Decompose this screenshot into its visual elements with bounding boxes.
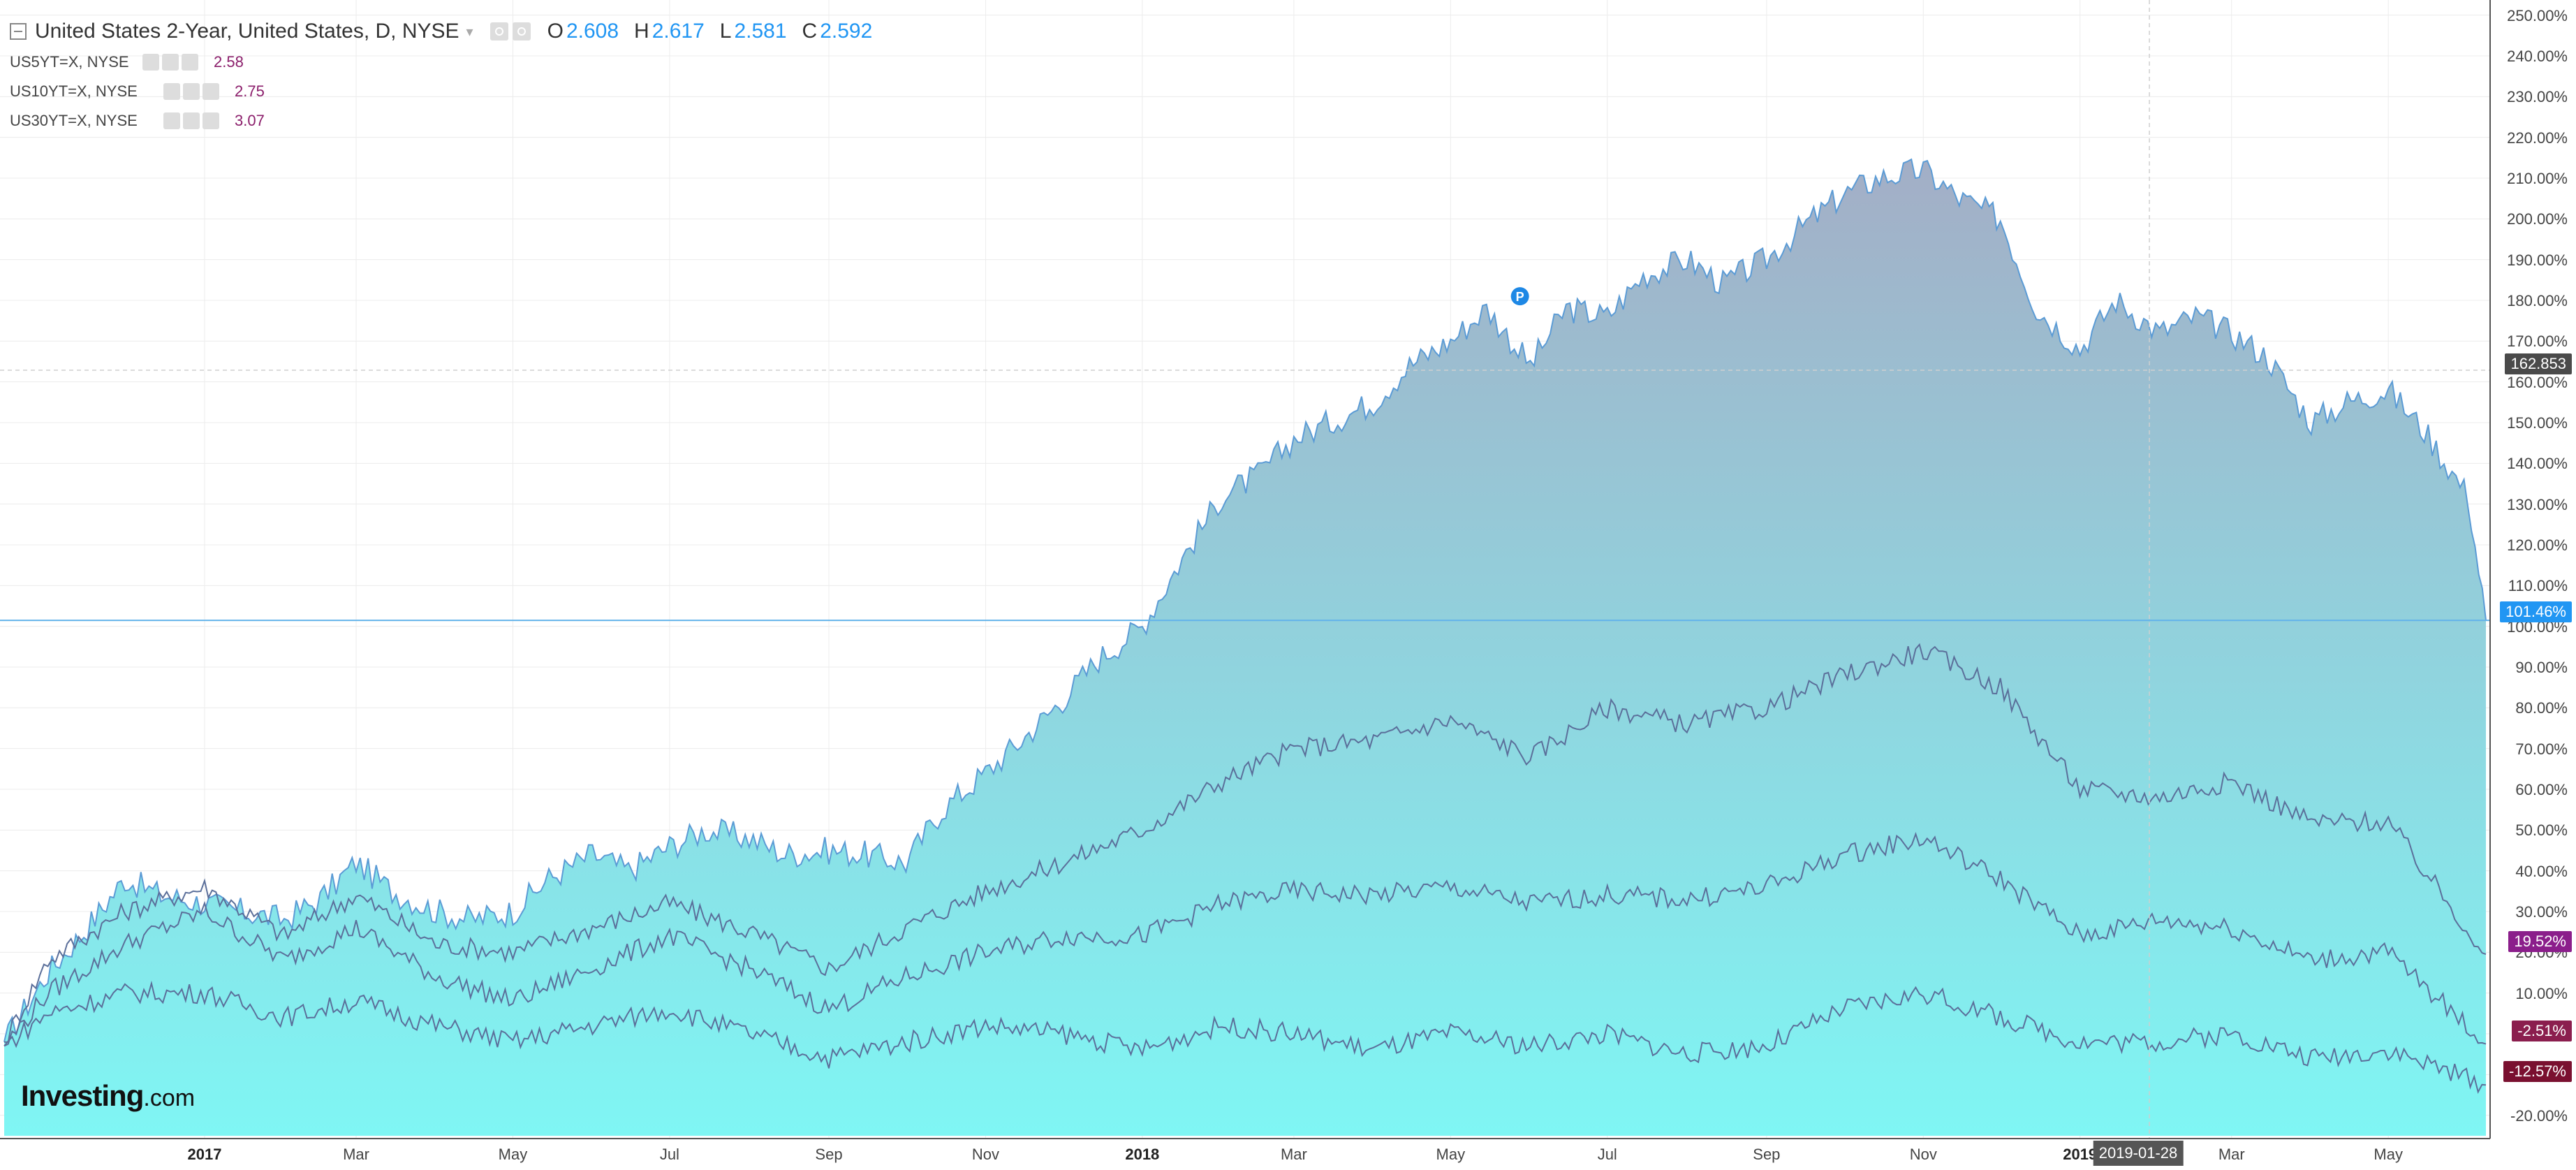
y-tick-label: 160.00% — [2507, 373, 2568, 391]
y-tick-label: 150.00% — [2507, 414, 2568, 432]
settings-icon[interactable] — [512, 22, 531, 41]
series-line-us30yt — [3, 980, 2487, 1095]
legend-row-us30: US30YT=X, NYSE 3.07 — [10, 106, 872, 136]
x-tick-label: May — [2373, 1146, 2403, 1163]
x-tick-label: Sep — [1753, 1146, 1781, 1163]
y-tick-label: -20.00% — [2510, 1106, 2568, 1125]
series-line-us10yt — [3, 832, 2487, 1047]
close-key: C — [802, 20, 818, 43]
x-tick-label: 2019 — [2063, 1146, 2098, 1163]
y-tick-label: 230.00% — [2507, 88, 2568, 106]
x-tick-label: May — [498, 1146, 528, 1163]
y-tick-label: 190.00% — [2507, 251, 2568, 269]
y-tick-label: 180.00% — [2507, 292, 2568, 309]
low-key: L — [719, 20, 732, 43]
close-icon[interactable] — [182, 54, 198, 71]
caret-down-icon[interactable]: ▾ — [466, 24, 473, 40]
hover-price-badge: 162.853 — [2505, 353, 2572, 374]
y-tick-label: 250.00% — [2507, 6, 2568, 24]
x-tick-label: Nov — [971, 1146, 999, 1163]
y-tick-label: 90.00% — [2515, 659, 2568, 676]
compare-lines — [3, 643, 2487, 1095]
y-tick-label: 50.00% — [2515, 821, 2568, 840]
series-area-us2 — [4, 159, 2486, 1136]
high-key: H — [634, 20, 649, 43]
legend-series-value: 2.75 — [235, 82, 265, 100]
y-tick-label: 30.00% — [2515, 903, 2568, 921]
main-area — [3, 158, 2487, 1136]
y-tick-label: 200.00% — [2507, 210, 2568, 228]
us10-price-badge: -2.51% — [2512, 1021, 2572, 1041]
series-line-us2 — [3, 158, 2487, 1042]
x-tick-label: 2018 — [1125, 1146, 1160, 1163]
x-tick-label: 2017 — [187, 1146, 222, 1163]
settings-icon[interactable] — [162, 54, 179, 71]
main-series-title: United States 2-Year, United States, D, … — [35, 20, 459, 43]
chart-overlay: P — [0, 0, 2490, 1139]
ohlc-values: O 2.608 H 2.617 L 2.581 C 2.592 — [547, 20, 873, 43]
close-icon[interactable] — [203, 83, 219, 100]
legend-series-name: US10YT=X, NYSE — [10, 82, 138, 100]
y-tick-label: 120.00% — [2507, 536, 2568, 554]
x-tick-label: Jul — [1597, 1146, 1617, 1163]
x-tick-label: Nov — [1909, 1146, 1937, 1163]
legend-series-name: US30YT=X, NYSE — [10, 112, 138, 129]
y-tick-label: 240.00% — [2507, 47, 2568, 65]
legend-series-name: US5YT=X, NYSE — [10, 53, 129, 71]
pivot-marker-label: P — [1516, 290, 1524, 304]
us5-price-badge: 19.52% — [2508, 931, 2572, 952]
eye-icon[interactable] — [163, 83, 180, 100]
high-value: 2.617 — [652, 20, 705, 43]
settings-icon[interactable] — [183, 83, 200, 100]
x-tick-label: Mar — [2218, 1146, 2245, 1163]
x-tick-label: Sep — [815, 1146, 843, 1163]
settings-icon[interactable] — [183, 112, 200, 129]
y-tick-label: 210.00% — [2507, 170, 2568, 187]
legend-series-value: 2.58 — [214, 53, 244, 71]
y-tick-label: 10.00% — [2515, 984, 2568, 1002]
x-tick-label: Jul — [659, 1146, 679, 1163]
y-tick-label: 110.00% — [2508, 577, 2568, 595]
y-tick-label: 170.00% — [2507, 332, 2568, 351]
series-line-us5yt — [3, 643, 2487, 1044]
close-value: 2.592 — [820, 20, 873, 43]
legend-series-value: 3.07 — [235, 112, 265, 129]
eye-icon[interactable] — [163, 112, 180, 129]
close-icon[interactable] — [203, 112, 219, 129]
open-key: O — [547, 20, 564, 43]
y-tick-label: 70.00% — [2515, 740, 2568, 758]
chart-legend: United States 2-Year, United States, D, … — [10, 15, 872, 136]
y-tick-label: 130.00% — [2507, 495, 2568, 513]
low-value: 2.581 — [734, 20, 787, 43]
y-tick-label: 80.00% — [2515, 699, 2568, 717]
y-tick-label: 40.00% — [2515, 862, 2568, 880]
x-tick-label: May — [1436, 1146, 1466, 1163]
x-tick-label: Mar — [343, 1146, 369, 1163]
logo-text: Investing — [21, 1079, 144, 1112]
collapse-legend-icon[interactable] — [10, 23, 27, 40]
legend-row-us5: US5YT=X, NYSE 2.58 — [10, 47, 872, 77]
y-tick-label: 60.00% — [2515, 781, 2568, 798]
investing-logo: Investing.com — [21, 1079, 195, 1113]
main-price-badge: 101.46% — [2500, 601, 2572, 622]
us30-price-badge: -12.57% — [2503, 1061, 2572, 1082]
y-tick-label: 140.00% — [2507, 455, 2568, 473]
x-tick-label: Mar — [1280, 1146, 1307, 1163]
open-value: 2.608 — [566, 20, 619, 43]
pivot-marker-icon[interactable] — [1510, 287, 1529, 306]
legend-row-us10: US10YT=X, NYSE 2.75 — [10, 77, 872, 106]
y-tick-label: 220.00% — [2507, 129, 2568, 147]
legend-main-row: United States 2-Year, United States, D, … — [10, 15, 872, 47]
eye-icon[interactable] — [142, 54, 159, 71]
logo-suffix: .com — [143, 1085, 196, 1111]
cursor-date-badge: 2019-01-28 — [2093, 1141, 2184, 1166]
eye-icon[interactable] — [490, 22, 508, 41]
